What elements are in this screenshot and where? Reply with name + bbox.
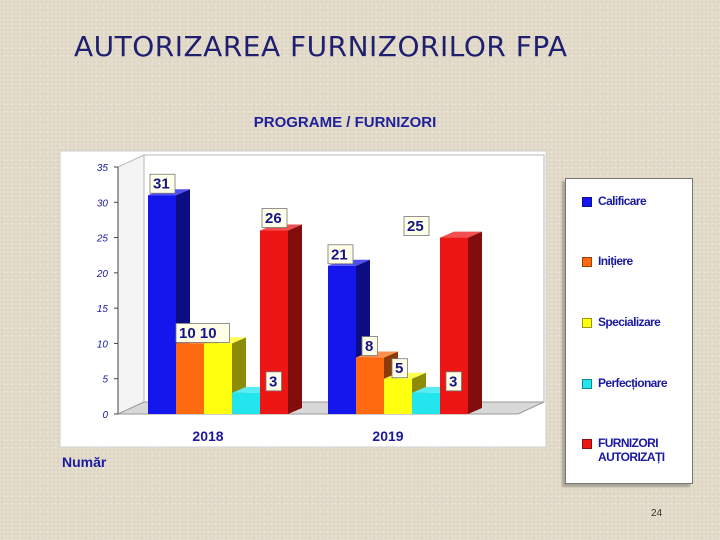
legend-label: Perfecționare — [598, 376, 668, 390]
legend-item: Calificare — [582, 194, 647, 208]
data-label-box — [391, 358, 408, 379]
bar — [148, 195, 176, 414]
legend-swatch — [582, 197, 592, 207]
legend-swatch — [582, 257, 592, 267]
data-label-box — [403, 216, 430, 236]
x-category-label: 2019 — [372, 428, 403, 444]
legend-label: Inițiere — [598, 254, 633, 268]
data-label-box — [265, 371, 282, 392]
data-label: 31 — [153, 176, 170, 193]
legend-swatch — [582, 439, 592, 449]
legend-label: Calificare — [598, 194, 647, 208]
legend-item: Perfecționare — [582, 376, 668, 390]
y-axis-title: Număr — [62, 454, 107, 470]
slide-title: AUTORIZAREA FURNIZORILOR FPA — [74, 30, 568, 63]
bar — [384, 378, 412, 414]
data-label-box — [361, 336, 378, 356]
data-label: 26 — [265, 210, 282, 227]
legend-swatch — [582, 379, 592, 389]
legend-item: Inițiere — [582, 254, 633, 268]
bar — [412, 392, 440, 414]
data-label-box — [149, 173, 176, 194]
data-label: 25 — [407, 218, 424, 235]
data-label-box — [175, 323, 230, 343]
legend-item: Specializare — [582, 315, 661, 329]
data-label: 5 — [395, 360, 403, 377]
bar-top — [440, 231, 482, 238]
bar-side — [468, 231, 482, 414]
data-label: 3 — [449, 373, 457, 390]
data-label-box — [327, 244, 354, 265]
y-tick-label: 20 — [96, 269, 109, 280]
data-label-box — [261, 208, 288, 228]
data-label: 10 10 — [179, 325, 217, 342]
x-category-label: 2018 — [192, 428, 223, 444]
y-tick-label: 25 — [96, 234, 109, 245]
data-label: 8 — [365, 338, 373, 355]
bar — [204, 343, 232, 414]
slide-number: 24 — [651, 508, 663, 519]
y-tick-label: 0 — [102, 410, 108, 421]
chart-legend: Calificare Inițiere Specializare Perfecțion… — [565, 178, 693, 484]
y-tick-label: 5 — [102, 375, 108, 386]
data-label-box — [445, 371, 462, 392]
data-label: 3 — [269, 373, 277, 390]
legend-label: Specializare — [598, 315, 661, 329]
y-tick-label: 10 — [97, 339, 109, 350]
bar — [232, 392, 260, 414]
legend-item: FURNIZORI AUTORIZAȚI — [582, 436, 690, 464]
bar — [328, 265, 356, 414]
bar — [356, 357, 384, 414]
y-tick-label: 35 — [97, 163, 109, 174]
chart-side-wall — [117, 154, 145, 415]
data-label: 21 — [331, 246, 348, 263]
y-tick-label: 15 — [97, 304, 109, 315]
chart-title: PROGRAME / FURNIZORI — [253, 114, 437, 131]
legend-label: FURNIZORI AUTORIZAȚI — [598, 436, 665, 464]
bar — [176, 343, 204, 414]
y-tick-label: 30 — [97, 198, 109, 209]
legend-swatch — [582, 318, 592, 328]
bar-side — [288, 224, 302, 414]
